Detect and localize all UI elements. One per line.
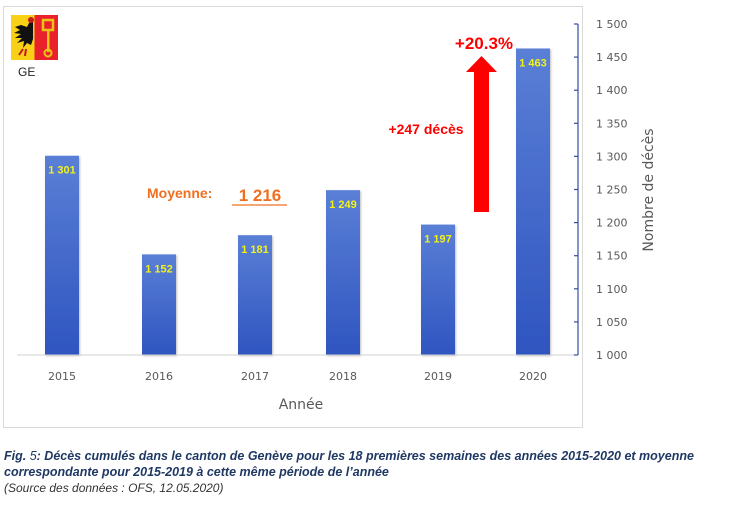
- y-tick-label: 1 350: [596, 117, 628, 130]
- y-axis: 1 000 1 050 1 100 1 150 1 200 1 250 1 300 1 350…: [574, 18, 657, 362]
- average-line-group: Moyenne: 1 216: [64, 185, 441, 214]
- y-tick-label: 1 300: [596, 150, 628, 163]
- bar-2015: [45, 155, 79, 355]
- caption-fig-prefix: Fig.: [4, 449, 27, 463]
- bar-value-label: 1 181: [241, 244, 269, 256]
- bar-value-label: 1 197: [424, 234, 452, 246]
- caption-text: : Décès cumulés dans le canton de Genève…: [4, 449, 694, 479]
- caption-source: (Source des données : OFS, 12.05.2020): [4, 481, 224, 495]
- y-tick-label: 1 050: [596, 316, 628, 329]
- x-tick-label: 2016: [145, 370, 173, 383]
- bar-2019: [421, 224, 455, 355]
- bar-2016: [142, 254, 176, 355]
- geneva-flag-icon: [11, 15, 58, 60]
- y-tick-label: 1 100: [596, 283, 628, 296]
- x-axis-title: Année: [279, 397, 324, 413]
- x-tick-label: 2015: [48, 370, 76, 383]
- flag-label: GE: [18, 65, 36, 79]
- bars-group: 1 301 1 152 1 181 1 249 1 197 1 463: [45, 48, 550, 356]
- bar-2017: [238, 235, 272, 355]
- bar-value-label: 1 463: [519, 57, 547, 69]
- bar-2020: [516, 48, 550, 356]
- increase-percent: +20.3%: [455, 34, 513, 53]
- y-tick-label: 1 150: [596, 250, 628, 263]
- y-tick-label: 1 450: [596, 51, 628, 64]
- bar-value-label: 1 249: [329, 199, 357, 211]
- average-label: Moyenne:: [147, 185, 212, 201]
- y-tick-label: 1 500: [596, 18, 628, 31]
- y-tick-label: 1 400: [596, 84, 628, 97]
- average-value: 1 216: [239, 186, 282, 205]
- y-tick-label: 1 000: [596, 349, 628, 362]
- y-tick-label: 1 250: [596, 184, 628, 197]
- x-tick-label: 2018: [329, 370, 357, 383]
- x-tick-label: 2020: [519, 370, 547, 383]
- bar-value-label: 1 301: [48, 165, 76, 177]
- y-tick-label: 1 200: [596, 217, 628, 230]
- increase-deaths: +247 décès: [388, 121, 463, 137]
- bar-2018: [326, 190, 360, 355]
- caption-fig-number: 5: [26, 449, 37, 463]
- bar-value-label: 1 152: [145, 263, 173, 275]
- increase-annotation: +20.3% +247 décès: [388, 34, 513, 212]
- increase-arrow-icon: [466, 56, 497, 212]
- y-axis-title: Nombre de décès: [641, 128, 657, 251]
- figure-caption: Fig. 5: Décès cumulés dans le canton de …: [4, 448, 729, 496]
- x-axis: 2015 2016 2017 2018 2019 2020 Année: [17, 354, 578, 413]
- x-tick-label: 2019: [424, 370, 452, 383]
- x-tick-label: 2017: [241, 370, 269, 383]
